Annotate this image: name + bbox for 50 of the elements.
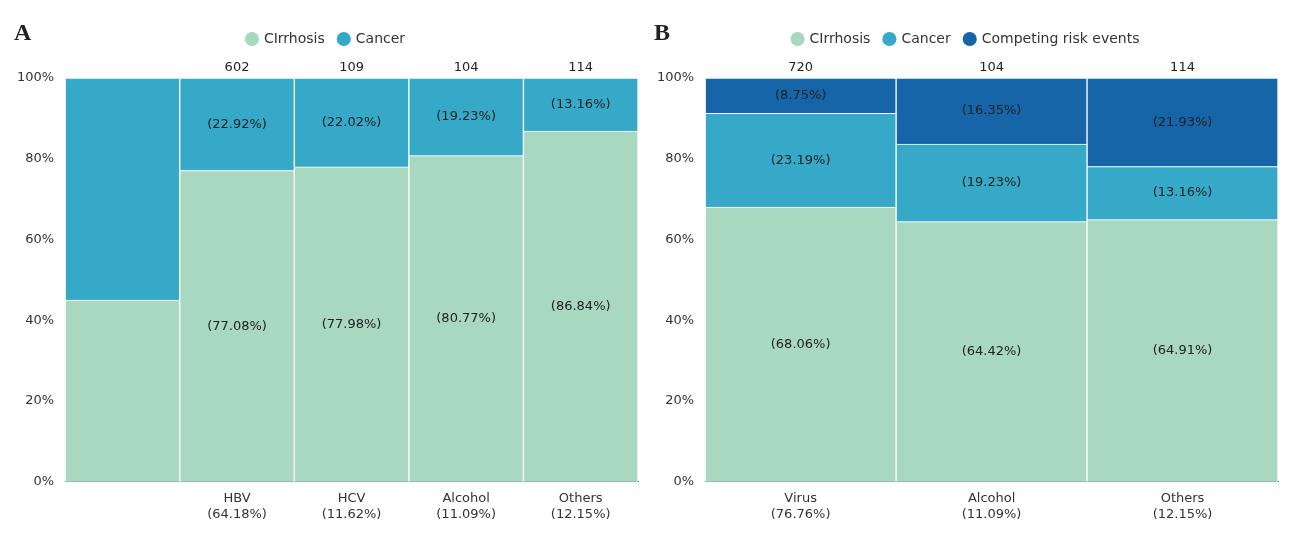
data-label: (68.06%) xyxy=(770,335,831,351)
data-label: (64.91%) xyxy=(1152,342,1213,358)
data-label: (21.93%) xyxy=(1152,113,1213,129)
x-tick-label: Alcohol (11.09%) xyxy=(436,489,497,521)
x-tick-label: Others (12.15%) xyxy=(550,489,611,521)
x-tick-label: Virus (76.76%) xyxy=(770,489,831,521)
y-tick-label: 100% xyxy=(16,69,55,85)
y-tick-label: 80% xyxy=(665,150,695,166)
legend-label: CIrrhosis xyxy=(809,29,871,46)
data-label: (86.84%) xyxy=(550,297,611,313)
annotation: 109 xyxy=(339,58,364,74)
data-label: (77.08%) xyxy=(207,317,267,333)
legend-label: CIrrhosis xyxy=(263,29,325,46)
y-tick-label: 100% xyxy=(656,69,695,85)
x-tick-label: HBV (64.18%) xyxy=(207,489,267,521)
data-label: (8.75%) xyxy=(774,87,827,103)
data-label: (80.77%) xyxy=(436,310,497,326)
data-label: (19.23%) xyxy=(961,174,1022,190)
legend-label: Competing risk events xyxy=(981,29,1140,46)
y-tick-label: 80% xyxy=(25,150,55,166)
data-label: (19.23%) xyxy=(436,108,497,124)
annotation: 720 xyxy=(788,58,814,74)
data-label: (77.98%) xyxy=(321,315,382,331)
legend-label: Cancer xyxy=(901,29,951,46)
legend-label: Cancer xyxy=(355,29,406,46)
y-tick-label: 20% xyxy=(665,392,695,408)
y-tick-label: 20% xyxy=(25,392,55,408)
data-label: (13.16%) xyxy=(550,95,611,111)
annotation: 104 xyxy=(979,58,1004,74)
data-label: (16.35%) xyxy=(961,102,1022,118)
y-tick-label: 0% xyxy=(673,473,695,489)
y-tick-label: 0% xyxy=(33,473,55,489)
data-label: (22.92%) xyxy=(207,115,267,131)
data-label: (23.19%) xyxy=(770,151,831,167)
data-label: (13.16%) xyxy=(1152,184,1213,200)
data-label: (22.02%) xyxy=(321,113,382,129)
annotation: 114 xyxy=(568,58,594,74)
x-tick-label: HCV (11.62%) xyxy=(321,489,382,521)
x-tick-label: Alcohol (11.09%) xyxy=(961,489,1022,521)
y-tick-label: 40% xyxy=(25,311,55,327)
y-tick-label: 60% xyxy=(25,230,55,246)
y-tick-label: 40% xyxy=(665,311,695,327)
chart-title: B xyxy=(654,19,671,46)
annotation: 602 xyxy=(224,58,250,74)
data-label: (64.42%) xyxy=(961,343,1022,359)
annotation: 104 xyxy=(453,58,479,74)
annotation: 114 xyxy=(1170,58,1195,74)
x-tick-label: Others (12.15%) xyxy=(1152,489,1213,521)
chart-title: A xyxy=(14,19,32,46)
y-tick-label: 60% xyxy=(665,230,695,246)
